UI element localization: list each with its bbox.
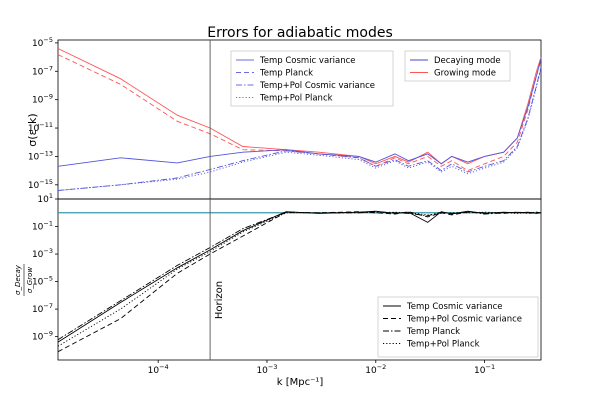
top-legend-errors: Temp Cosmic variance Temp Planck Temp+Pol … (230, 50, 394, 107)
top-y-axis-label: σ(ε_k) (26, 113, 39, 146)
bottom-legend-label: Temp+Pol Planck (406, 340, 480, 350)
bottom-ytick-label: 101 (37, 192, 53, 205)
bottom-ytick-label: 10−9 (32, 330, 53, 343)
top-modes-legend-label: Growing mode (434, 69, 496, 79)
bottom-plot-frame (57, 198, 542, 361)
top-errors-legend-label: Temp Cosmic variance (259, 56, 356, 66)
bottom-ytick-label: 10−5 (32, 275, 53, 288)
top-ytick-label: 10−15 (28, 178, 53, 191)
bottom-panel: Horizon 101 10−1 10−3 10−5 10−7 10−9 10−4 10−3… (14, 192, 542, 388)
top-series-4 (57, 68, 542, 191)
bottom-y-label-denominator: σ_Grow (26, 267, 34, 294)
bottom-series-group (57, 210, 542, 353)
bottom-y-ticks: 101 10−1 10−3 10−5 10−7 10−9 (32, 192, 58, 343)
top-panel: 10−5 10−7 10−9 10−11 10−13 10−15 σ(ε_k) Temp … (26, 36, 542, 200)
bottom-ytick-label: 10−7 (32, 302, 53, 315)
x-axis-label: k [Mpc⁻¹] (277, 377, 324, 388)
xtick-label: 10−3 (256, 363, 277, 376)
bottom-x-ticks: 10−4 10−3 10−2 10−1 (148, 360, 495, 376)
top-legend-errors-box (230, 50, 394, 107)
top-legend-modes: Decaying mode Growing mode (404, 50, 511, 82)
top-ytick-label: 10−7 (32, 64, 53, 77)
xtick-label: 10−1 (474, 363, 495, 376)
bottom-series-2 (57, 211, 541, 341)
top-errors-legend-label: Temp Planck (259, 69, 313, 79)
bottom-ytick-label: 10−3 (32, 247, 53, 260)
top-modes-legend-label: Decaying mode (434, 56, 501, 66)
bottom-y-label-numerator: σ_Decay (14, 264, 22, 295)
bottom-legend-label: Temp Cosmic variance (406, 302, 503, 312)
top-series-1 (57, 54, 542, 172)
bottom-y-axis-label: σ_Decay σ_Grow (14, 264, 34, 296)
top-errors-legend-label: Temp+Pol Planck (259, 94, 333, 104)
top-ytick-label: 10−13 (28, 149, 53, 162)
bottom-legend-label: Temp Planck (406, 327, 460, 337)
bottom-ytick-label: 10−1 (32, 220, 53, 233)
xtick-label: 10−2 (365, 363, 386, 376)
top-series-3 (57, 66, 542, 191)
top-ytick-label: 10−9 (32, 93, 53, 106)
figure-title: Errors for adiabatic modes (207, 25, 393, 41)
bottom-series-3 (57, 211, 542, 347)
top-errors-legend-label: Temp+Pol Cosmic variance (259, 81, 375, 91)
top-series-2 (57, 58, 542, 167)
bottom-legend-box (377, 296, 539, 358)
top-ytick-label: 10−11 (28, 121, 53, 134)
top-ytick-label: 10−5 (32, 36, 53, 49)
bottom-legend-label: Temp+Pol Cosmic variance (406, 315, 522, 325)
bottom-legend: Temp Cosmic variance Temp+Pol Cosmic vari… (377, 296, 539, 358)
top-series-group (57, 48, 542, 191)
horizon-label: Horizon (214, 281, 225, 319)
bottom-series-1 (57, 211, 542, 353)
top-legend-modes-box (404, 50, 511, 82)
xtick-label: 10−4 (148, 363, 169, 376)
top-y-ticks: 10−5 10−7 10−9 10−11 10−13 10−15 (28, 36, 58, 191)
